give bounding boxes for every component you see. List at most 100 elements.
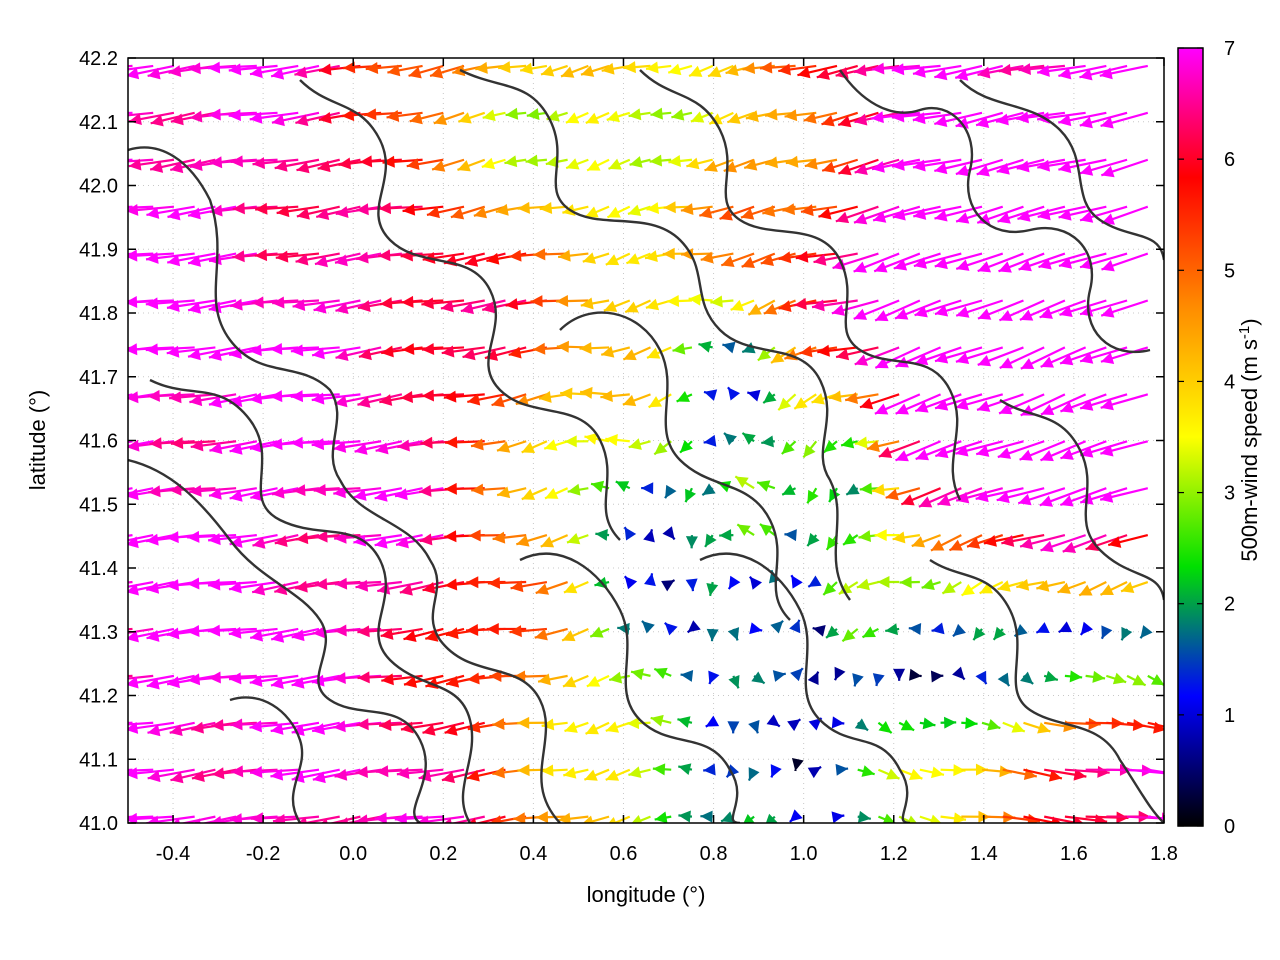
wind-vector <box>313 299 361 314</box>
wind-vector <box>579 342 610 355</box>
wind-vector <box>311 392 361 405</box>
wind-vector <box>976 158 1024 177</box>
wind-vector <box>977 299 1024 320</box>
wind-vector <box>934 440 983 459</box>
wind-vector <box>470 438 506 451</box>
wind-vector <box>146 815 195 823</box>
wind-vector <box>1107 534 1149 548</box>
wind-vector <box>892 531 921 544</box>
wind-vector <box>560 387 589 400</box>
wind-vector <box>1038 252 1086 270</box>
wind-vector <box>624 299 651 314</box>
wind-vector <box>1036 579 1066 592</box>
wind-vector <box>996 158 1045 175</box>
wind-vector <box>804 157 838 170</box>
wind-vector <box>356 718 402 731</box>
wind-vector <box>976 393 1024 412</box>
wind-vector <box>276 205 320 218</box>
wind-vector <box>595 528 610 541</box>
wind-vector <box>701 483 716 496</box>
wind-vector <box>433 111 465 126</box>
wind-vector <box>421 343 465 356</box>
wind-vector <box>128 346 133 350</box>
wind-vector <box>565 158 589 170</box>
wind-vector <box>374 534 423 549</box>
wind-vector <box>128 721 154 726</box>
wind-vector <box>643 529 655 543</box>
wind-vector <box>857 765 875 777</box>
wind-vector <box>1147 721 1164 728</box>
wind-vector <box>997 440 1045 459</box>
colorbar-tick-label: 7 <box>1224 38 1235 60</box>
wind-vector <box>802 440 818 459</box>
wind-vector <box>269 342 320 355</box>
wind-vector <box>128 249 175 262</box>
wind-vector <box>207 578 257 591</box>
wind-vector <box>145 297 195 310</box>
wind-vector <box>646 346 672 359</box>
wind-vector <box>128 674 154 680</box>
y-tick-label: 41.2 <box>79 686 118 708</box>
wind-vector <box>996 487 1045 504</box>
wind-vector <box>977 252 1024 273</box>
wind-vector <box>873 252 921 273</box>
wind-vector <box>628 108 651 121</box>
wind-vector <box>558 812 589 823</box>
contour-line <box>299 79 621 541</box>
wind-vector <box>622 346 651 361</box>
wind-vector <box>464 252 506 267</box>
wind-vector <box>147 768 195 783</box>
wind-vector <box>563 766 589 779</box>
wind-vector <box>1039 487 1087 507</box>
wind-vector <box>895 393 942 415</box>
terrain-contours <box>128 68 1164 823</box>
wind-vector <box>895 440 942 462</box>
wind-vector <box>992 626 1006 641</box>
wind-vector <box>441 345 485 358</box>
wind-vector <box>166 345 216 358</box>
wind-vector <box>357 393 403 408</box>
wind-vector <box>653 667 672 679</box>
wind-vector <box>394 812 444 823</box>
wind-vector <box>680 669 694 682</box>
wind-vector <box>977 64 1024 79</box>
wind-vector <box>169 483 216 496</box>
wind-vector <box>854 346 900 366</box>
wind-vector <box>1062 534 1107 554</box>
wind-vector <box>1147 815 1164 820</box>
wind-vector <box>252 534 299 549</box>
wind-vector <box>853 252 900 273</box>
wind-vector <box>1036 64 1086 77</box>
y-tick-label: 41.6 <box>79 431 118 453</box>
wind-vector <box>811 299 858 312</box>
wind-vector <box>416 815 465 823</box>
colorbar-tick-label: 1 <box>1224 705 1235 727</box>
wind-vector <box>955 393 1004 411</box>
wind-vector <box>821 158 859 173</box>
wind-vector <box>874 529 900 542</box>
wind-vector <box>954 64 1004 81</box>
wind-vector <box>333 440 382 453</box>
wind-vector <box>919 717 936 730</box>
wind-vector <box>1079 621 1094 636</box>
wind-vector <box>952 666 966 681</box>
wind-vector <box>1059 299 1107 318</box>
wind-vector <box>853 299 900 320</box>
wind-vector <box>628 766 651 779</box>
wind-vector <box>623 526 637 541</box>
wind-vector <box>543 439 568 451</box>
wind-vector <box>676 390 693 403</box>
wind-vector <box>668 155 693 167</box>
wind-vector <box>498 61 527 74</box>
wind-vector <box>918 487 962 508</box>
wind-vector <box>191 768 237 782</box>
wind-vector <box>426 205 465 219</box>
wind-vector <box>955 346 1004 365</box>
wind-vector <box>840 436 858 449</box>
wind-vector <box>516 534 548 547</box>
wind-vector <box>230 718 278 731</box>
wind-vector <box>354 440 403 455</box>
wind-vector <box>1100 625 1113 640</box>
wind-vector <box>128 580 154 588</box>
wind-vector <box>940 716 957 729</box>
